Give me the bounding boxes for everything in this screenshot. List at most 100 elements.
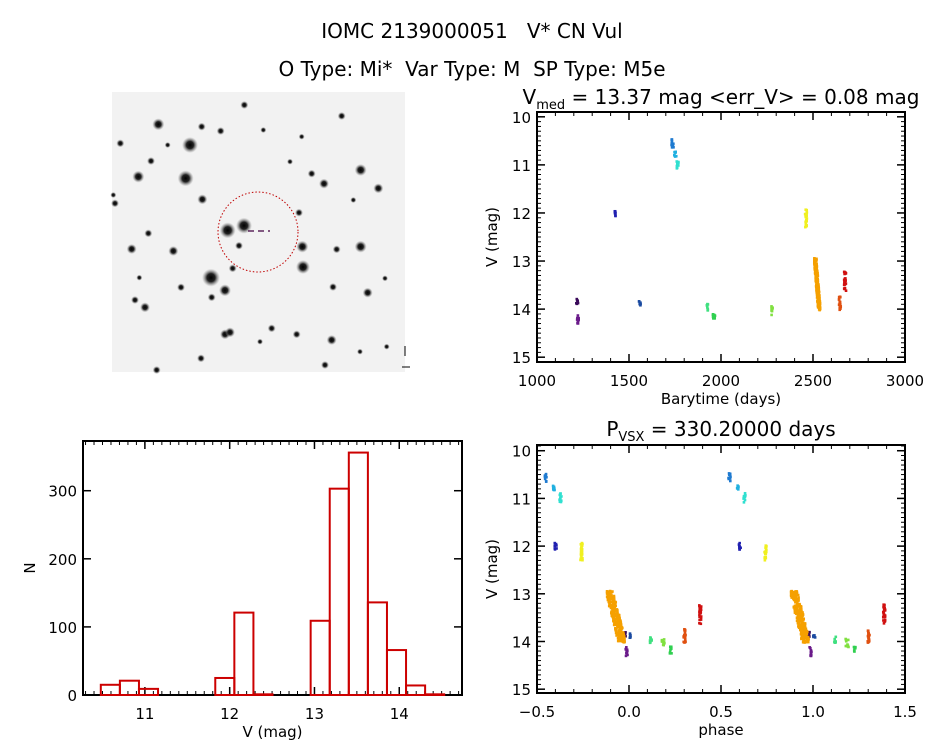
data-point [805, 224, 808, 227]
data-point [881, 615, 885, 619]
data-point [727, 472, 731, 475]
data-point [649, 636, 652, 639]
data-point [834, 635, 838, 639]
data-point [699, 622, 703, 626]
data-point [798, 619, 802, 622]
data-point [615, 608, 619, 611]
y-tick-label: 11 [512, 490, 531, 508]
data-point [618, 619, 622, 622]
data-point [626, 649, 629, 653]
data-point [699, 605, 703, 608]
data-point [805, 214, 808, 218]
data-point [558, 498, 561, 501]
data-point [621, 634, 625, 638]
y-tick-label: 12 [512, 205, 531, 223]
data-point [575, 301, 578, 305]
data-point [683, 637, 687, 641]
data-point [793, 611, 797, 614]
data-point [672, 145, 675, 149]
data-point [802, 631, 806, 635]
data-point [611, 616, 615, 619]
data-point [814, 271, 817, 274]
x-axis-label: V (mag) [242, 723, 302, 741]
data-point [629, 636, 632, 639]
phased-light-curve-plot: −0.5 0.0 0.5 1.0 1.5 10 11 12 13 14 15 phase V (mag) [483, 443, 917, 739]
data-point [558, 500, 562, 503]
y-tick-label: 0 [67, 687, 77, 705]
data-point [814, 264, 818, 268]
data-point [816, 303, 820, 306]
data-point [866, 641, 870, 644]
star [207, 293, 216, 302]
data-point [553, 544, 557, 548]
star [287, 158, 293, 165]
data-point [797, 615, 801, 618]
y-axis-label: N [21, 562, 39, 573]
data-point [793, 608, 797, 612]
data-point [670, 146, 674, 149]
data-point [581, 558, 584, 562]
data-point [577, 316, 580, 320]
data-point [617, 621, 621, 625]
data-point [552, 486, 556, 490]
sky-image [110, 92, 410, 374]
star [164, 142, 171, 148]
data-point [794, 595, 798, 599]
data-point [815, 257, 818, 261]
data-point [617, 613, 621, 617]
data-point [671, 144, 675, 148]
star [225, 327, 235, 338]
data-point [616, 620, 619, 623]
data-point [812, 635, 815, 639]
data-point [619, 639, 622, 642]
data-point [795, 601, 799, 605]
data-point [683, 635, 687, 639]
star [132, 170, 145, 183]
star [332, 245, 341, 254]
star [337, 112, 346, 120]
data-point [817, 290, 820, 293]
x-tick-label: 11 [135, 705, 154, 723]
data-point [805, 217, 809, 220]
data-point [576, 314, 580, 317]
data-point [637, 300, 641, 303]
data-point [852, 649, 856, 653]
data-point [867, 631, 870, 635]
x-tick-label: 0.0 [617, 703, 641, 721]
data-point [796, 604, 800, 608]
target-circle [217, 191, 299, 273]
data-point [818, 304, 821, 308]
data-point [614, 627, 618, 631]
y-tick-label: 15 [512, 349, 531, 367]
data-point [728, 477, 732, 480]
histogram-bar [385, 649, 408, 696]
data-point [805, 211, 809, 215]
data-point [727, 476, 730, 480]
star [126, 244, 137, 254]
data-point [577, 318, 580, 322]
star [319, 178, 329, 189]
data-point [799, 629, 803, 633]
star [152, 366, 161, 374]
data-point [736, 487, 739, 490]
data-point [612, 623, 616, 627]
x-tick-label: 12 [220, 705, 239, 723]
histogram-bar [118, 679, 140, 696]
data-point [816, 305, 820, 309]
data-point [581, 542, 584, 546]
data-point [613, 210, 617, 213]
star [362, 287, 373, 298]
y-tick-label: 12 [512, 538, 531, 556]
star [383, 343, 390, 350]
data-point [763, 558, 767, 562]
data-point [882, 619, 885, 622]
data-point [662, 642, 665, 646]
data-point [738, 548, 741, 551]
data-point [623, 632, 627, 636]
y-tick-label: 10 [512, 443, 531, 461]
data-point [670, 143, 674, 146]
data-point [804, 632, 807, 635]
data-point [613, 603, 617, 607]
y-tick-label: 11 [512, 157, 531, 175]
y-tick-label: 14 [512, 633, 531, 651]
